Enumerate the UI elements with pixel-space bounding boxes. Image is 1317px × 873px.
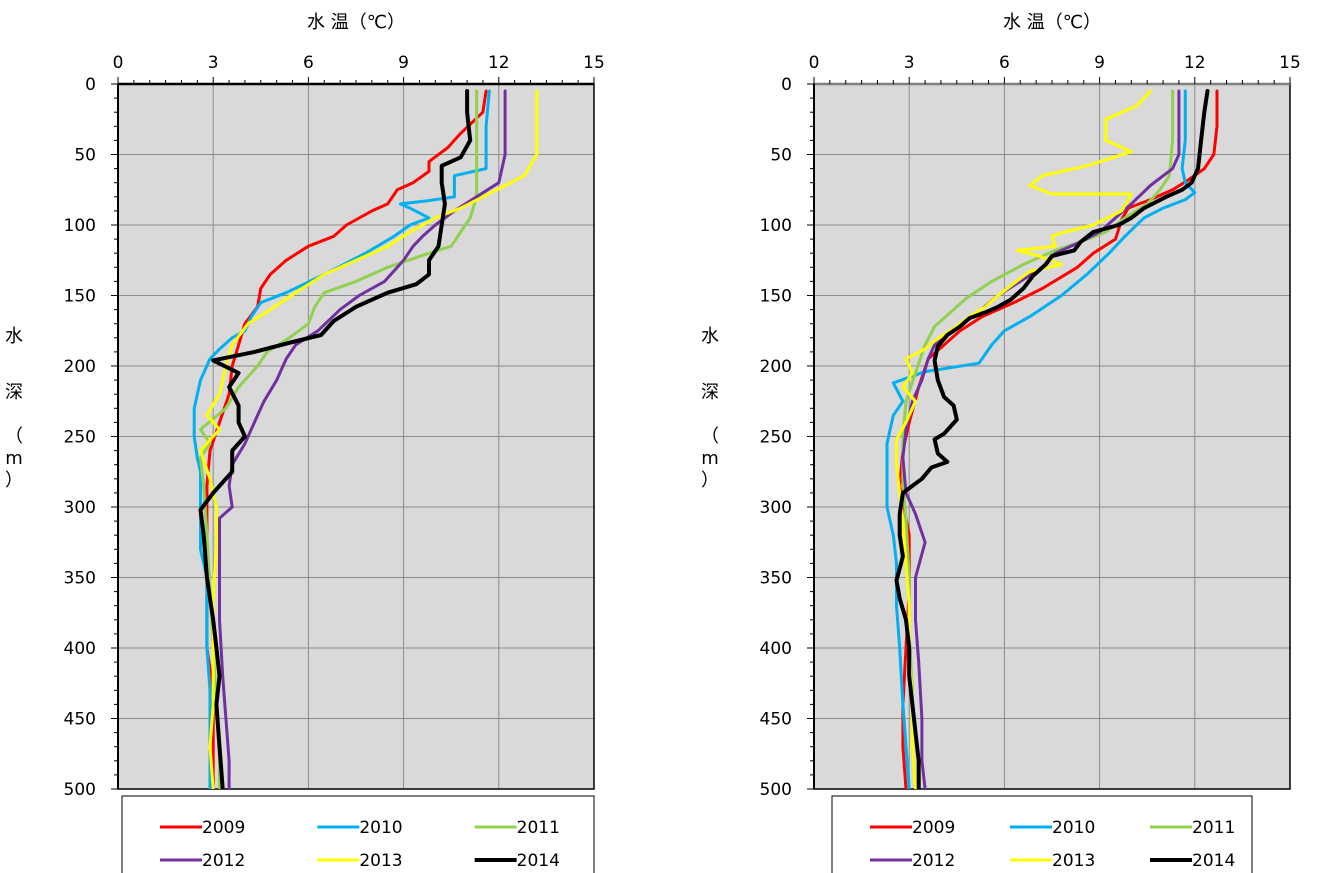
y-tick-label: 50 [74,146,96,166]
series-group [192,89,539,789]
legend-label-2014: 2014 [1192,851,1235,871]
y-tick-label: 150 [64,287,96,307]
x-tick-label: 6 [999,53,1010,73]
y-tick-label: 500 [760,780,792,800]
y-tick-label: 350 [64,569,96,589]
y-tick-label: 150 [760,287,792,307]
x-tick-label: 9 [398,53,409,73]
y-tick-label: 450 [64,710,96,730]
legend: 2009 2010 2011 2012 2013 2014 [121,795,595,873]
legend-label-2011: 2011 [1192,818,1235,838]
series-line-2010 [885,89,1197,789]
y-axis-title: 水深（ m） [5,326,23,491]
x-axis-title: 水 温（℃） [1003,12,1101,33]
y-tick-label: 450 [760,710,792,730]
legend-label-2013: 2013 [1052,851,1095,871]
y-tick-label: 300 [64,498,96,518]
legend-label-2014: 2014 [517,851,560,871]
x-tick-label: 15 [1279,53,1301,73]
x-axis-title: 水 温（℃） [307,12,405,33]
y-tick-label: 350 [760,569,792,589]
y-tick-label: 200 [64,357,96,377]
legend-label-2011: 2011 [517,818,560,838]
y-axis-title: 水深（ m） [701,326,719,491]
series-line-2014 [198,89,473,789]
legend-label-2009: 2009 [202,818,245,838]
y-tick-label: 500 [64,780,96,800]
series-line-2011 [901,89,1175,789]
series-line-2014 [894,89,1210,789]
y-tick-label: 300 [760,498,792,518]
series-line-2011 [199,89,479,789]
legend-label-2010: 2010 [1052,818,1095,838]
x-tick-label: 3 [904,53,915,73]
axis-ticks [807,77,1291,790]
legend-label-2013: 2013 [359,851,402,871]
legend-label-2012: 2012 [202,851,245,871]
legend-label-2009: 2009 [912,818,955,838]
y-tick-label: 400 [64,639,96,659]
x-tick-label: 15 [583,53,605,73]
y-tick-label: 100 [760,216,792,236]
x-tick-label: 3 [208,53,219,73]
y-tick-label: 250 [760,428,792,448]
y-tick-label: 50 [770,146,792,166]
y-tick-label: 100 [64,216,96,236]
x-tick-label: 6 [303,53,314,73]
legend-label-2010: 2010 [359,818,402,838]
y-tick-label: 250 [64,428,96,448]
series-line-2013 [199,89,539,789]
series-line-2012 [901,89,1181,789]
x-tick-label: 9 [1094,53,1105,73]
legend-label-2012: 2012 [912,851,955,871]
x-tick-label: 12 [488,53,510,73]
y-tick-label: 200 [760,357,792,377]
x-tick-label: 0 [809,53,820,73]
y-tick-label: 0 [85,75,96,95]
x-tick-label: 0 [113,53,124,73]
x-tick-label: 12 [1184,53,1206,73]
chart-panel-1: 0 3 6 9 12 15050100150200250300350400450500水 … [5,12,605,873]
legend: 2009 2010 2011 2012 2013 2014 [831,795,1253,873]
y-tick-label: 0 [781,75,792,95]
axis-ticks [111,77,595,790]
y-tick-label: 400 [760,639,792,659]
series-group [885,89,1219,789]
chart-panel-2: 0 3 6 9 12 15050100150200250300350400450500水 … [701,12,1301,873]
